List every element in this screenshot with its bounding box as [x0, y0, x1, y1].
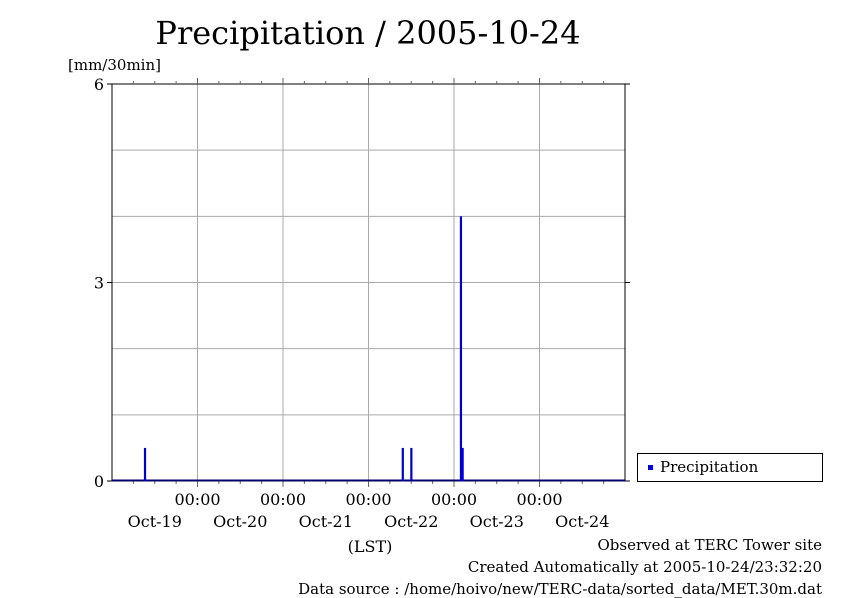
precip-bar — [401, 447, 404, 481]
x-tick-time-label: 00:00 — [260, 490, 306, 509]
legend-label: Precipitation — [660, 458, 759, 476]
x-tick-time-label: 00:00 — [174, 490, 220, 509]
x-tick-date-label: Oct-21 — [299, 512, 353, 531]
created-note: Created Automatically at 2005-10-24/23:3… — [467, 558, 822, 576]
precip-bar — [461, 447, 464, 481]
source-note: Data source : /home/hoivo/new/TERC-data/… — [298, 580, 822, 598]
x-tick-date-label: Oct-19 — [128, 512, 182, 531]
y-tick-label: 6 — [94, 75, 104, 94]
y-axis-unit: [mm/30min] — [68, 56, 161, 74]
legend-swatch — [648, 465, 653, 470]
x-tick-date-label: Oct-20 — [213, 512, 267, 531]
x-tick-date-label: Oct-23 — [470, 512, 524, 531]
y-tick-label: 0 — [94, 472, 104, 491]
chart-title: Precipitation / 2005-10-24 — [155, 14, 581, 52]
x-tick-time-label: 00:00 — [345, 490, 391, 509]
x-axis-label: (LST) — [348, 537, 393, 556]
x-tick-time-label: 00:00 — [516, 490, 562, 509]
x-tick-date-label: Oct-22 — [384, 512, 438, 531]
x-tick-date-label: Oct-24 — [555, 512, 609, 531]
x-tick-time-label: 00:00 — [431, 490, 477, 509]
legend: Precipitation — [637, 453, 823, 482]
precip-bar — [143, 447, 147, 481]
observed-note: Observed at TERC Tower site — [597, 536, 822, 554]
precip-bar — [410, 447, 413, 481]
y-tick-label: 3 — [94, 274, 104, 293]
precip-bar — [459, 216, 463, 482]
